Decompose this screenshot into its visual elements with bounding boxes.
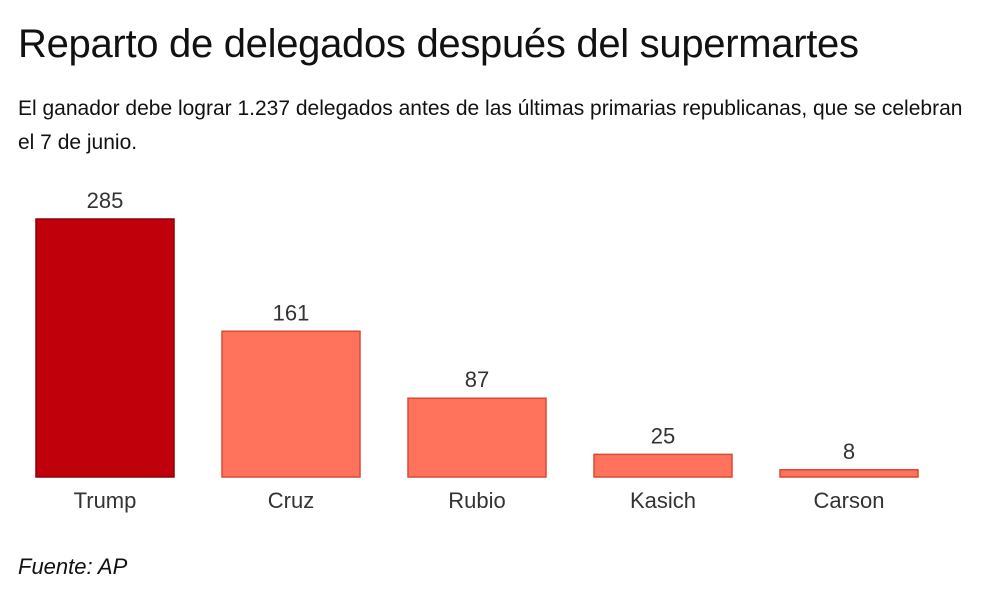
source-note: Fuente: AP: [18, 554, 128, 579]
bar-cruz: [221, 330, 361, 478]
category-label-kasich: Kasich: [630, 488, 696, 513]
bar-carson: [779, 469, 919, 478]
category-label-carson: Carson: [814, 488, 885, 513]
chart-subtitle: El ganador debe lograr 1.237 delegados a…: [18, 97, 963, 154]
category-label-trump: Trump: [74, 488, 137, 513]
value-label-rubio: 87: [465, 367, 489, 392]
category-label-rubio: Rubio: [448, 488, 505, 513]
bar-chart: 285 Trump 161 Cruz 87 Rubio 25 Kasich 8 Carson: [35, 188, 919, 513]
bar-kasich: [593, 453, 733, 478]
value-label-cruz: 161: [273, 300, 310, 325]
chart-title: Reparto de delegados después del superma…: [18, 22, 859, 66]
value-label-carson: 8: [843, 439, 855, 464]
bar-trump: [35, 218, 175, 478]
bar-rubio: [407, 397, 547, 478]
value-label-kasich: 25: [651, 423, 675, 448]
value-label-trump: 285: [87, 188, 124, 213]
category-label-cruz: Cruz: [268, 488, 314, 513]
